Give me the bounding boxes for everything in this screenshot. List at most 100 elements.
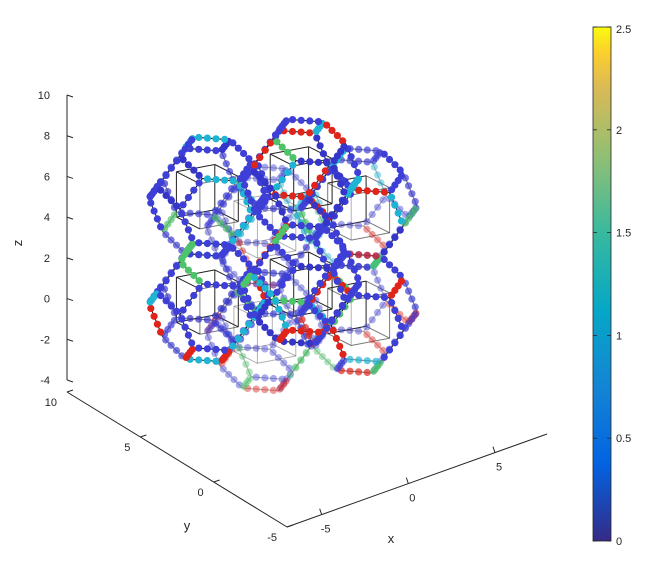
data-point: [313, 239, 321, 247]
data-point: [162, 277, 170, 285]
data-point: [261, 240, 269, 248]
z-tick-mark: [66, 94, 74, 98]
data-point: [250, 161, 259, 169]
x-tick-label: 5: [496, 462, 502, 474]
data-point: [333, 237, 341, 245]
data-point: [181, 218, 189, 226]
data-point: [234, 249, 242, 258]
data-point: [195, 179, 203, 187]
data-point: [256, 259, 264, 267]
data-point: [306, 129, 314, 137]
data-point: [266, 139, 275, 147]
data-point: [235, 239, 243, 247]
data-point: [298, 316, 306, 324]
data-point: [195, 284, 203, 292]
data-point: [391, 161, 399, 169]
data-point: [321, 167, 329, 175]
data-point: [184, 266, 192, 274]
x-tick-mark: [319, 508, 323, 515]
data-point: [172, 241, 181, 249]
data-point: [328, 317, 336, 325]
data-point: [217, 219, 225, 227]
data-point: [388, 186, 396, 194]
data-point: [228, 335, 236, 343]
y-tick-label: -5: [267, 532, 277, 544]
data-point: [219, 365, 227, 373]
data-point: [245, 320, 253, 328]
data-point: [394, 314, 402, 322]
data-point: [374, 203, 382, 211]
data-point: [269, 374, 278, 383]
data-point: [374, 276, 382, 284]
data-point: [173, 262, 181, 270]
data-point: [394, 209, 402, 217]
data-point: [221, 346, 229, 354]
cage-edge: [251, 376, 288, 381]
data-point: [212, 240, 220, 248]
data-point: [195, 315, 203, 323]
data-point: [316, 174, 324, 182]
data-point: [289, 221, 297, 229]
cage-edge: [233, 240, 270, 245]
data-point: [273, 183, 281, 191]
data-point: [195, 171, 203, 179]
data-point: [182, 353, 190, 361]
data-point: [339, 137, 347, 145]
inner-cube-edge: [365, 175, 390, 189]
cage-edge: [269, 348, 293, 372]
data-point: [316, 279, 324, 287]
data-point: [337, 326, 345, 334]
data-point: [280, 380, 288, 388]
data-point: [297, 284, 305, 292]
data-point: [226, 273, 234, 281]
inner-cube-edge: [233, 245, 258, 259]
data-point: [297, 157, 305, 165]
data-point: [281, 321, 290, 329]
data-point: [261, 268, 269, 277]
data-point: [240, 175, 248, 183]
inner-cube-edge: [365, 280, 390, 294]
data-point: [411, 205, 419, 213]
data-point: [256, 279, 264, 287]
colorbar-tick-label: 2: [616, 125, 622, 137]
data-point: [282, 377, 290, 385]
data-point: [280, 297, 288, 305]
data-point: [261, 323, 269, 331]
data-point: [203, 345, 211, 353]
cage-edge: [363, 300, 387, 332]
data-point: [363, 225, 371, 233]
z-tick-mark: [66, 338, 74, 342]
data-point: [287, 311, 295, 319]
data-point: [405, 287, 413, 295]
data-point: [261, 345, 269, 353]
data-point: [222, 160, 230, 168]
data-point: [333, 310, 341, 318]
data-point: [408, 295, 416, 303]
data-point: [284, 274, 292, 282]
data-point: [314, 264, 322, 272]
data-point: [167, 164, 175, 172]
data-point: [203, 251, 211, 259]
data-point: [245, 155, 253, 163]
inner-cube-edge: [257, 355, 296, 364]
data-point: [391, 201, 399, 209]
data-point: [204, 228, 212, 236]
data-point: [363, 368, 371, 377]
data-point: [222, 297, 230, 305]
data-point: [380, 188, 389, 196]
data-point: [297, 233, 305, 242]
data-point: [273, 138, 281, 146]
data-point: [391, 233, 399, 241]
data-point: [368, 230, 376, 239]
data-point: [289, 266, 297, 274]
data-point: [297, 222, 305, 230]
data-point: [306, 234, 314, 242]
data-point: [330, 164, 338, 172]
data-point: [314, 158, 322, 166]
data-point: [212, 357, 220, 365]
data-point: [330, 157, 338, 165]
data-point: [222, 265, 230, 273]
y-tick-label: 5: [124, 442, 130, 454]
data-point: [372, 357, 380, 365]
data-point: [186, 314, 194, 323]
